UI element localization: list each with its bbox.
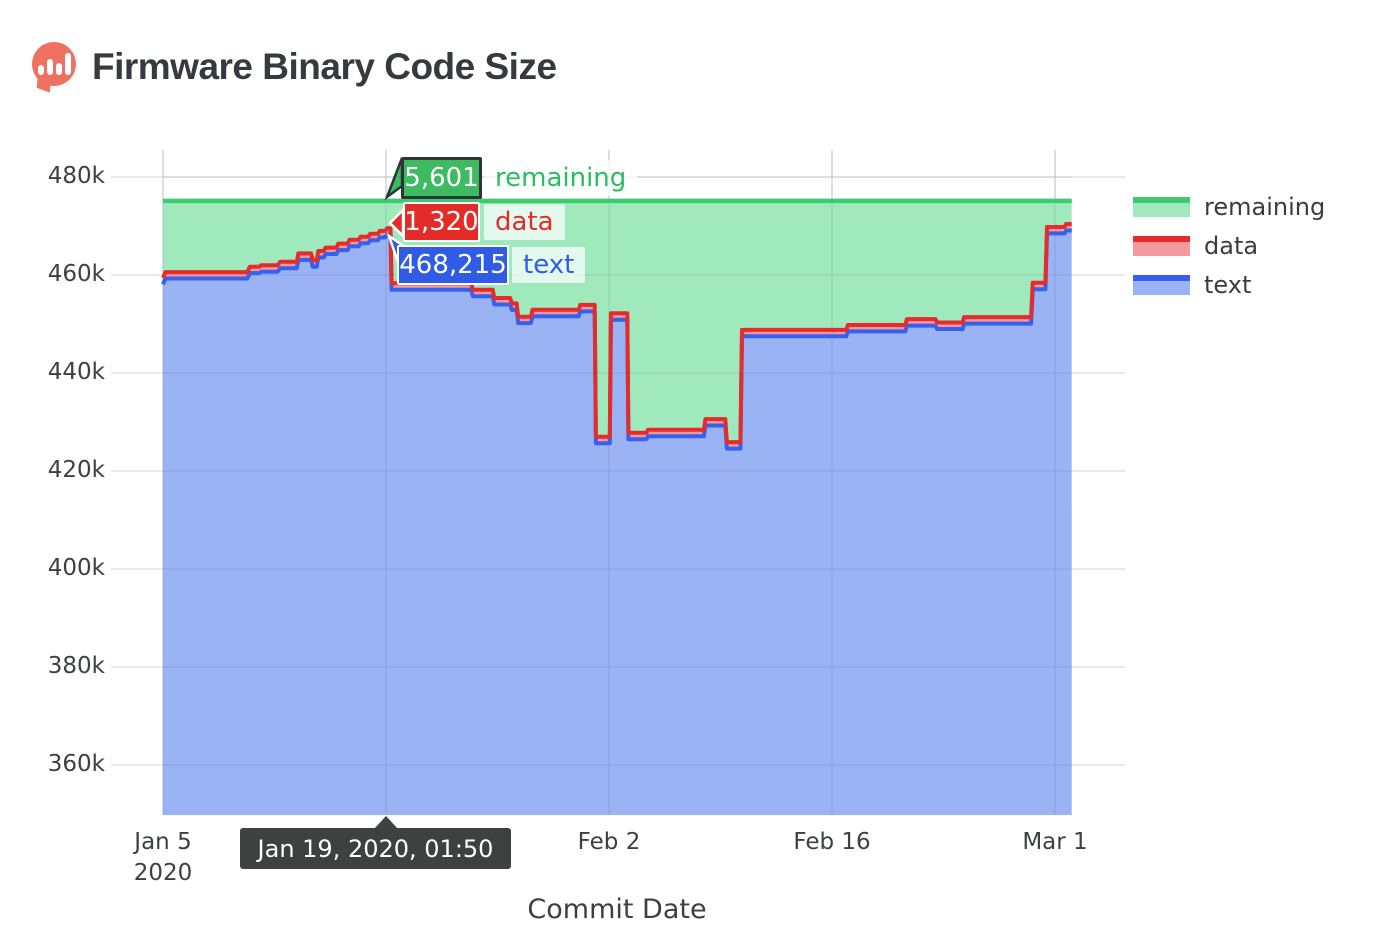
x-tick-label: Feb 16 [793, 829, 871, 855]
data-series-label: data [484, 204, 565, 240]
legend-item-text[interactable]: text [1133, 271, 1325, 299]
y-tick-label: 460k [47, 261, 105, 287]
legend-item-data[interactable]: data [1133, 232, 1325, 260]
data-value-badge: 1,320 [403, 202, 480, 242]
x-tick-sublabel: 2020 [133, 860, 193, 886]
stacked-area-plot[interactable] [111, 150, 1125, 815]
remaining-area [163, 200, 1072, 443]
data-line [161, 222, 1072, 445]
y-tick-label: 400k [47, 555, 105, 581]
legend-label: data [1204, 232, 1259, 260]
text-area [163, 230, 1072, 815]
legend: remaining data text [1133, 193, 1326, 314]
legend-label: remaining [1204, 193, 1326, 221]
y-tick-label: 420k [47, 457, 105, 483]
text-series-label: text [512, 247, 586, 283]
page-title: Firmware Binary Code Size [92, 46, 557, 87]
remaining-callout-arrow-icon [384, 157, 404, 201]
data-callout-arrow-icon [388, 206, 405, 240]
y-tick-label: 360k [47, 751, 105, 777]
bar-chart-pin-icon [30, 40, 78, 94]
date-tooltip-arrow-icon [374, 816, 398, 829]
x-tick-label: Feb 2 [577, 829, 641, 855]
x-axis-title: Commit Date [527, 894, 707, 925]
text-swatch-icon [1133, 275, 1190, 295]
remaining-series-label: remaining [484, 160, 638, 196]
legend-label: text [1204, 271, 1252, 299]
y-tick-label: 380k [47, 653, 105, 679]
legend-item-remaining[interactable]: remaining [1133, 193, 1326, 221]
date-tooltip: Jan 19, 2020, 01:50 [240, 828, 511, 869]
chart-header: Firmware Binary Code Size [30, 40, 557, 94]
y-tick-label: 480k [47, 163, 105, 189]
y-tick-label: 440k [47, 359, 105, 385]
remaining-value-badge: 5,601 [401, 157, 482, 199]
x-tick-label: Jan 5 [134, 829, 192, 855]
remaining-swatch-icon [1133, 197, 1190, 217]
text-line [161, 228, 1072, 451]
x-tick-label: Mar 1 [1022, 829, 1088, 855]
data-swatch-icon [1133, 236, 1190, 256]
text-value-badge: 468,215 [397, 245, 509, 285]
